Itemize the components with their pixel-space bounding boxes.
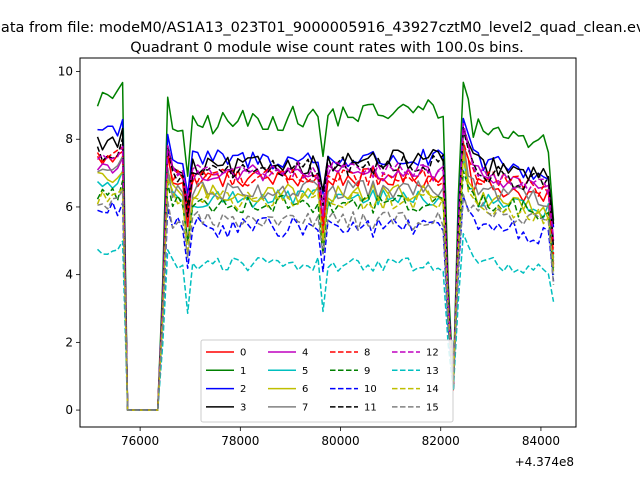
x-tick-label-82000: 82000 [422, 434, 460, 448]
series-line-14 [96, 153, 555, 411]
legend-label-15: 15 [426, 402, 439, 413]
legend-label-8: 8 [364, 348, 370, 359]
legend-label-10: 10 [364, 384, 377, 395]
series-line-13 [96, 233, 555, 411]
series-line-10 [97, 195, 555, 411]
chart-suptitle: Data from file: modeM0/AS1A13_023T01_900… [0, 20, 640, 36]
x-tick-label-84000: 84000 [522, 434, 560, 448]
x-offset-label: +4.374e8 [515, 455, 574, 469]
series-line-0 [96, 144, 555, 411]
legend-label-2: 2 [240, 384, 246, 395]
x-tick-label-80000: 80000 [321, 434, 359, 448]
series-line-1 [96, 81, 555, 411]
legend-label-14: 14 [426, 384, 439, 395]
series-line-9 [96, 170, 555, 411]
chart-title: Quadrant 0 module wise count rates with … [130, 40, 524, 56]
legend-label-0: 0 [240, 348, 246, 359]
y-tick-label-2: 2 [65, 335, 73, 349]
legend-label-7: 7 [302, 402, 308, 413]
y-tick-label-4: 4 [65, 268, 73, 282]
legend-label-6: 6 [302, 384, 308, 395]
x-tick-label-76000: 76000 [121, 434, 159, 448]
legend-label-3: 3 [240, 402, 246, 413]
series-line-8 [96, 140, 555, 411]
series-line-15 [97, 189, 555, 411]
series-line-7 [97, 140, 555, 411]
series-line-12 [96, 122, 555, 411]
y-tick-label-10: 10 [58, 65, 73, 79]
y-tick-label-8: 8 [65, 132, 73, 146]
y-tick-label-0: 0 [65, 403, 73, 417]
legend-label-11: 11 [364, 402, 377, 413]
y-tick-label-6: 6 [65, 200, 73, 214]
legend-label-5: 5 [302, 366, 308, 377]
series-layer [96, 81, 555, 411]
legend-label-12: 12 [426, 348, 439, 359]
legend-label-13: 13 [426, 366, 439, 377]
legend-label-9: 9 [364, 366, 370, 377]
series-line-11 [96, 129, 555, 411]
series-line-4 [96, 128, 555, 411]
legend-box [200, 339, 454, 423]
plot-frame [79, 57, 577, 428]
x-tick-label-78000: 78000 [221, 434, 259, 448]
legend-label-4: 4 [302, 348, 308, 359]
legend-label-1: 1 [240, 366, 246, 377]
